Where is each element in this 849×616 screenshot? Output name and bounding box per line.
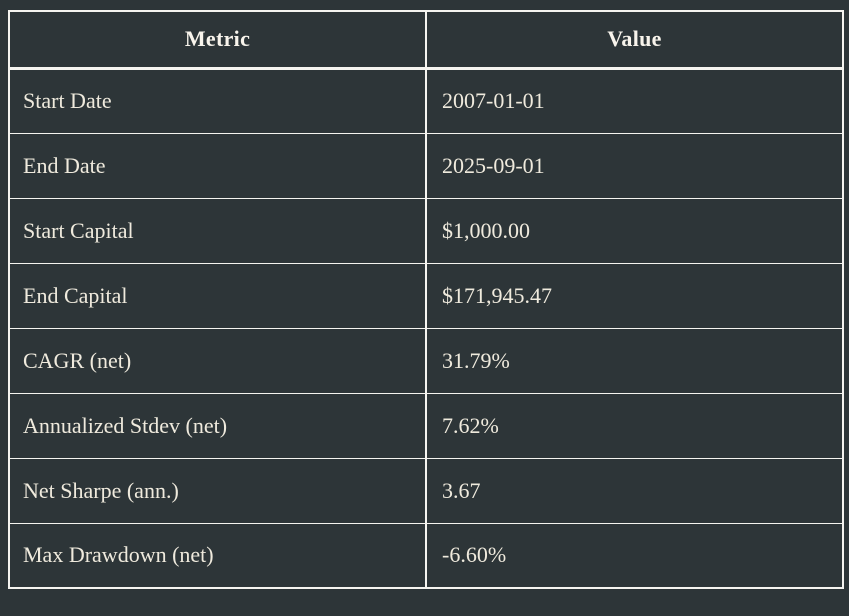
metric-cell: Max Drawdown (net) — [9, 522, 426, 589]
value-cell: 31.79% — [425, 327, 843, 394]
table-row: End Date 2025-09-01 — [9, 132, 843, 199]
metric-cell: End Capital — [9, 262, 426, 329]
value-cell: 3.67 — [425, 457, 843, 524]
table-body: Start Date 2007-01-01 End Date 2025-09-01 St… — [9, 67, 843, 589]
metric-cell: Annualized Stdev (net) — [9, 392, 426, 459]
table-row: Max Drawdown (net) -6.60% — [9, 522, 843, 589]
table-row: Start Date 2007-01-01 — [9, 67, 843, 134]
metric-cell: Net Sharpe (ann.) — [9, 457, 426, 524]
metric-cell: Start Capital — [9, 197, 426, 264]
value-cell: -6.60% — [425, 522, 843, 589]
metric-cell: CAGR (net) — [9, 327, 426, 394]
table-row: Start Capital $1,000.00 — [9, 197, 843, 264]
value-cell: $1,000.00 — [425, 197, 843, 264]
value-cell: 7.62% — [425, 392, 843, 459]
value-cell: 2007-01-01 — [425, 67, 843, 134]
table-row: Net Sharpe (ann.) 3.67 — [9, 457, 843, 524]
column-header-metric: Metric — [9, 11, 426, 70]
table-row: CAGR (net) 31.79% — [9, 327, 843, 394]
metric-cell: End Date — [9, 132, 426, 199]
table-row: End Capital $171,945.47 — [9, 262, 843, 329]
table-header: Metric Value — [9, 11, 843, 70]
metric-cell: Start Date — [9, 67, 426, 134]
table-row: Annualized Stdev (net) 7.62% — [9, 392, 843, 459]
value-cell: 2025-09-01 — [425, 132, 843, 199]
value-cell: $171,945.47 — [425, 262, 843, 329]
metrics-table: Metric Value Start Date 2007-01-01 End Dat… — [8, 10, 844, 589]
column-header-value: Value — [425, 11, 843, 70]
header-row: Metric Value — [9, 11, 843, 70]
